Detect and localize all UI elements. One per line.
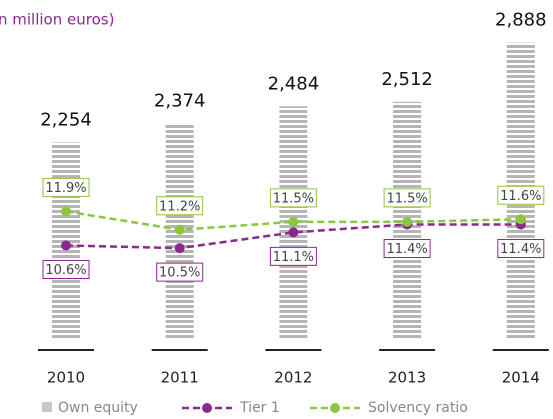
label-box <box>269 246 317 266</box>
label-box <box>156 196 204 216</box>
bar-label: 2,888 <box>495 10 547 31</box>
point-label: 11.5% <box>273 191 314 206</box>
x-tick-label: 2014 <box>502 369 540 387</box>
legend-point <box>330 403 340 413</box>
label-box <box>497 185 545 205</box>
bar-label: 2,374 <box>154 91 206 112</box>
label-box <box>497 239 545 258</box>
point-label: 11.5% <box>386 191 427 206</box>
label-box <box>269 188 317 208</box>
point-label: 11.6% <box>500 189 541 204</box>
label-box <box>383 188 431 208</box>
x-tick-label: 2011 <box>161 369 199 387</box>
subtitle: n million euros) <box>0 11 114 29</box>
point-label: 11.2% <box>159 199 200 214</box>
bar-label: 2,254 <box>40 109 92 130</box>
line <box>65 223 521 250</box>
point <box>61 206 71 217</box>
point <box>61 240 71 251</box>
legend-label: Tier 1 <box>239 400 280 416</box>
point-label: 11.4% <box>500 242 541 257</box>
label-box <box>42 177 90 197</box>
point <box>174 224 185 235</box>
line <box>65 210 521 232</box>
point-label: 11.1% <box>273 250 314 265</box>
legend-point <box>202 403 212 413</box>
point <box>288 227 299 238</box>
point-label: 11.9% <box>45 181 86 196</box>
legend-swatch <box>42 402 52 412</box>
point <box>288 216 299 227</box>
x-tick-label: 2013 <box>388 369 426 387</box>
label-box <box>383 239 431 258</box>
point-label: 10.5% <box>159 266 200 281</box>
x-tick-label: 2010 <box>47 369 85 387</box>
point <box>174 243 185 254</box>
label-box <box>156 262 204 282</box>
point <box>402 216 413 227</box>
bar-label: 2,484 <box>268 73 320 94</box>
legend-label: Own equity <box>58 400 138 416</box>
legend-label: Solvency ratio <box>368 400 468 416</box>
bar-label: 2,512 <box>381 69 433 90</box>
point-label: 10.6% <box>45 263 86 278</box>
point-label: 11.4% <box>386 242 427 257</box>
x-tick-label: 2012 <box>274 369 312 387</box>
label-box <box>42 260 90 279</box>
point <box>515 214 526 225</box>
